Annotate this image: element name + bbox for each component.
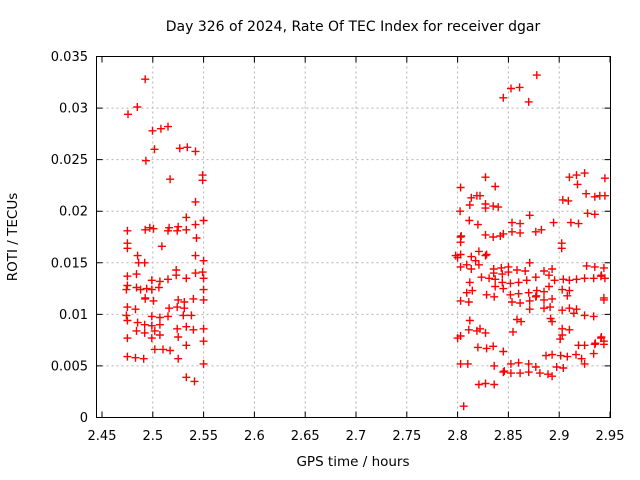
data-points bbox=[122, 71, 609, 411]
y-tick-label: 0.01 bbox=[59, 308, 88, 323]
x-tick-label: 2.9 bbox=[549, 429, 570, 444]
x-tick-label: 2.85 bbox=[494, 429, 523, 444]
y-tick-label: 0.02 bbox=[59, 205, 88, 220]
x-tick-label: 2.95 bbox=[596, 429, 625, 444]
y-tick-label: 0.025 bbox=[51, 153, 88, 168]
y-tick-label: 0.035 bbox=[51, 50, 88, 65]
plot-border bbox=[96, 56, 611, 418]
x-tick-label: 2.45 bbox=[88, 429, 117, 444]
y-axis-label: ROTI / TECUs bbox=[5, 193, 21, 281]
y-tick-label: 0 bbox=[80, 411, 88, 426]
y-tick-label: 0.03 bbox=[59, 102, 88, 117]
x-tick-label: 2.55 bbox=[189, 429, 218, 444]
x-tick-label: 2.65 bbox=[291, 429, 320, 444]
gridlines bbox=[96, 56, 611, 418]
y-tick-label: 0.005 bbox=[51, 359, 88, 374]
y-tick-label: 0.015 bbox=[51, 256, 88, 271]
x-axis-label: GPS time / hours bbox=[296, 454, 409, 470]
x-tick-label: 2.8 bbox=[447, 429, 468, 444]
x-tick-label: 2.5 bbox=[142, 429, 163, 444]
axis-ticks bbox=[96, 56, 611, 418]
chart-title: Day 326 of 2024, Rate Of TEC Index for r… bbox=[166, 19, 541, 35]
x-tick-label: 2.75 bbox=[392, 429, 421, 444]
x-tick-label: 2.7 bbox=[346, 429, 367, 444]
x-tick-label: 2.6 bbox=[244, 429, 265, 444]
